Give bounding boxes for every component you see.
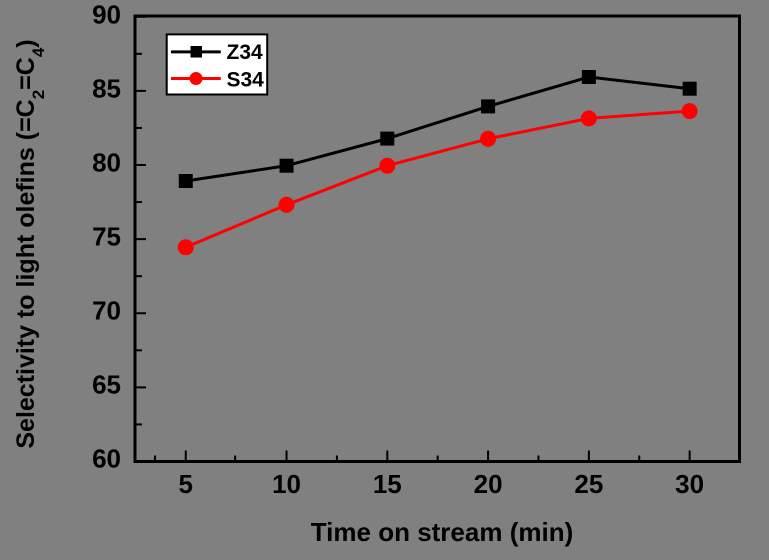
svg-text:75: 75 <box>92 222 121 252</box>
svg-text:85: 85 <box>92 74 121 104</box>
svg-text:15: 15 <box>373 469 402 499</box>
svg-text:5: 5 <box>179 469 193 499</box>
svg-text:Time on stream (min): Time on stream (min) <box>311 517 573 547</box>
svg-text:Z34: Z34 <box>227 41 264 64</box>
svg-text:80: 80 <box>92 148 121 178</box>
svg-text:10: 10 <box>272 469 301 499</box>
svg-text:20: 20 <box>474 469 503 499</box>
svg-text:30: 30 <box>675 469 704 499</box>
svg-text:60: 60 <box>92 444 121 474</box>
svg-text:25: 25 <box>574 469 603 499</box>
svg-text:70: 70 <box>92 296 121 326</box>
svg-text:65: 65 <box>92 370 121 400</box>
svg-text:90: 90 <box>92 0 121 30</box>
svg-text:S34: S34 <box>227 69 265 92</box>
